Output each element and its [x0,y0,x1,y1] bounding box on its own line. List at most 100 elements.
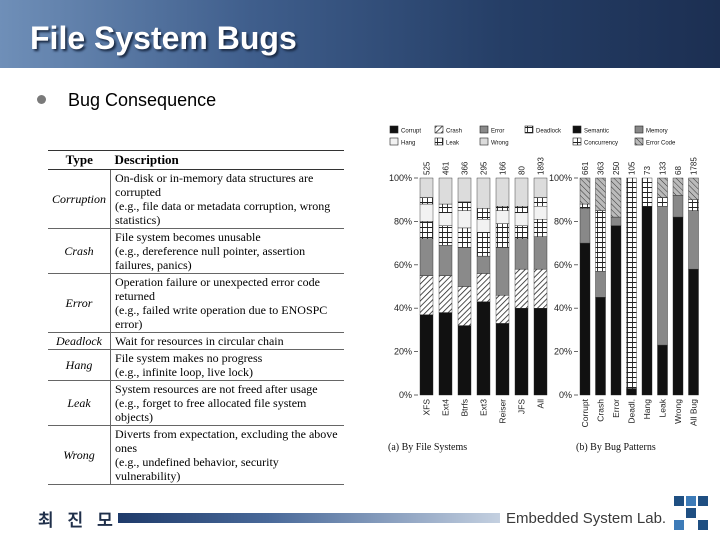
bar-segment [688,268,699,396]
bar-segment [641,206,653,396]
legend-label: Concurrency [584,141,618,147]
category-label: Leak [658,398,668,417]
legend-swatch [389,125,399,134]
bar-total-label: 80 [518,166,527,175]
table-row: Hang File system makes no progress (e.g.,… [48,349,344,381]
description-line: Operation failure or unexpected error co… [115,275,320,303]
legend-swatch [524,125,534,134]
bar-segment [419,314,434,396]
bar-segment [419,177,434,198]
legend-swatch [434,125,444,134]
category-label: Wrong [673,399,683,424]
bar-segment [514,212,529,226]
y-tick-label: 20% [554,347,572,357]
header-description: Description [110,150,344,170]
legend-label: Error Code [646,141,676,147]
y-tick-label: 100% [549,173,572,183]
bar-segment [595,177,606,211]
bar-segment [610,225,622,396]
table-row: Error Operation failure or unexpected er… [48,273,344,333]
bar-segment [457,227,472,248]
legend-label: Corrupt [401,129,421,135]
category-label: All Bug [689,399,699,426]
bar-segment [595,271,606,298]
bar-segment [641,177,653,207]
category-label: JFS [517,399,527,414]
table-row: Leak System resources are not freed afte… [48,380,344,426]
table-row: Crash File system becomes unusable (e.g.,… [48,228,344,274]
chart-by-bug-patterns: Semantic Memory Concurrency Error Code 0% 20%… [549,125,699,453]
legend-label: Crash [446,129,462,135]
description-line: Wait for resources in circular chain [115,334,284,348]
description-line: (e.g., dereference null pointer, asserti… [115,244,306,272]
legend-label: Deadlock [536,129,562,135]
bar-segment [495,177,510,207]
type-cell: Hang [48,349,112,381]
bar-segment [495,323,510,396]
bar-segment [438,203,453,213]
bar-segment [419,275,434,315]
description-line: (e.g., file data or metadata corruption,… [115,199,331,227]
bar-segment [514,238,529,270]
type-cell: Corruption [48,169,112,229]
bar-segment [533,307,548,396]
bar-total-label: 1785 [690,157,699,175]
bar-segment [495,223,510,248]
bar-segment [626,177,637,389]
bar-total-label: 105 [628,161,637,175]
y-tick-label: 60% [394,260,412,270]
description-line: File system makes no progress [115,351,263,365]
category-label: Deadl. [627,399,637,424]
bar-segment [672,195,684,218]
type-cell: Error [48,273,112,333]
bar-segment [657,177,668,198]
category-label: Ext4 [441,399,451,416]
bullet-text: Bug Consequence [68,90,217,110]
bar-segment [579,208,591,244]
description-line: On-disk or in-memory data structures are… [115,171,314,199]
type-cell: Deadlock [48,332,112,350]
bar-segment [533,268,548,309]
bar-segment [657,206,668,346]
chart-by-file-systems: Corrupt Crash Error Deadlock Hang Leak Wrong 0%… [388,125,562,453]
y-tick-label: 20% [394,347,412,357]
bar-segment [457,177,472,203]
type-cell: Crash [48,228,112,274]
description-line: Diverts from expectation, excluding the … [115,427,338,455]
bar-total-label: 525 [423,161,432,175]
description-cell: On-disk or in-memory data structures are… [110,169,344,229]
bar-segment [438,245,453,276]
description-line: System resources are not freed after usa… [115,382,318,396]
bar-segment [533,236,548,270]
y-tick-label: 80% [554,216,572,226]
y-tick-label: 0% [559,390,572,400]
bar-segment [438,225,453,246]
bar-segment [476,273,491,302]
bar-total-label: 133 [659,161,668,175]
bar-segment [438,275,453,313]
type-cell: Leak [48,380,112,426]
bar-total-label: 295 [480,161,489,175]
bar-segment [514,206,529,213]
bar-segment [533,219,548,237]
bar-segment [533,197,548,207]
bar-segment [672,216,684,396]
y-tick-label: 60% [554,260,572,270]
bar-segment [419,197,434,205]
bar-segment [495,206,510,211]
bar-segment [672,177,684,196]
bar-segment [626,388,637,396]
slide-title: File System Bugs [30,20,297,56]
category-label: Btrfs [460,399,470,416]
bug-type-table: Type Description Corruption On-disk or i… [48,150,344,485]
bar-segment [610,177,622,218]
legend-swatch [572,137,582,146]
bar-segment [457,201,472,211]
category-label: Hang [642,399,652,420]
description-cell: File system becomes unusable (e.g., deref… [110,228,344,274]
bar-segment [533,206,548,220]
bullet-icon [37,95,46,104]
legend-swatch [634,137,644,146]
legend-swatch [434,137,444,146]
bar-segment [657,344,668,396]
